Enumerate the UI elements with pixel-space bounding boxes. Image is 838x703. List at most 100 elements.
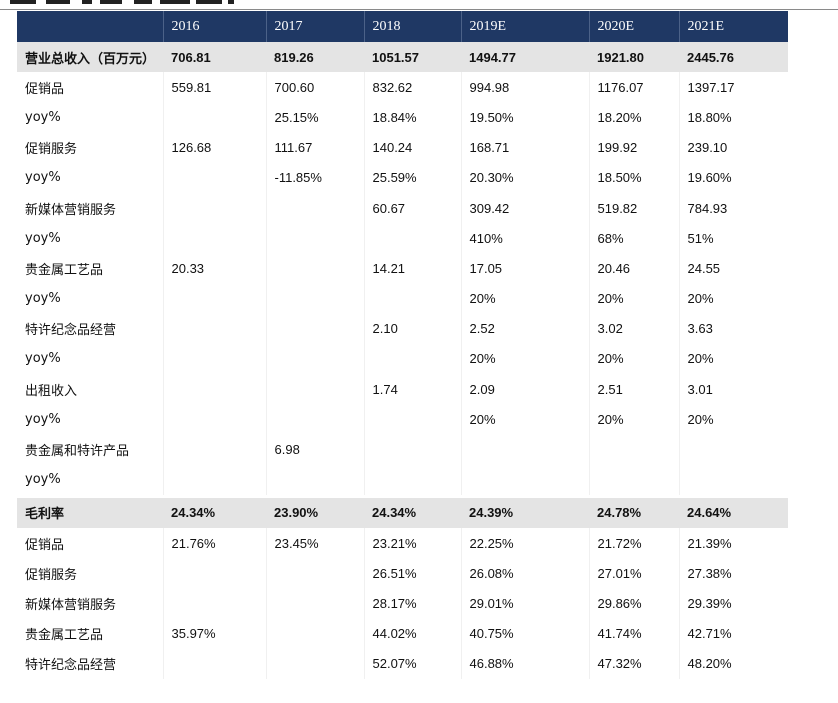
value-cell: 1494.77 bbox=[461, 42, 589, 73]
value-cell: 25.15% bbox=[265, 102, 364, 133]
row-label: 促销品 bbox=[25, 81, 65, 97]
top-caption-fragment bbox=[0, 0, 838, 10]
row-label: 促销品 bbox=[25, 537, 65, 553]
row-label: yoy% bbox=[25, 230, 61, 246]
table-row: yoy% -11.85% 25.59% 20.30% 18.50% 19.60% bbox=[17, 162, 788, 193]
value-cell bbox=[162, 648, 266, 679]
section-spacer bbox=[17, 494, 788, 498]
row-label: 新媒体营销服务 bbox=[25, 597, 117, 613]
value-cell: 48.20% bbox=[678, 648, 788, 679]
row-label: 贵金属和特许产品 bbox=[25, 444, 130, 460]
value-cell bbox=[265, 588, 364, 619]
header-label-cell bbox=[17, 11, 163, 42]
value-cell: 25.59% bbox=[363, 162, 461, 193]
value-cell: 819.26 bbox=[266, 42, 364, 73]
value-cell: 24.34% bbox=[364, 497, 461, 528]
row-label: yoy% bbox=[25, 109, 61, 125]
value-cell: 18.84% bbox=[363, 102, 461, 133]
value-cell: 3.02 bbox=[588, 313, 679, 344]
value-cell bbox=[265, 253, 364, 284]
table-row: 特许纪念品经营 2.10 2.52 3.02 3.63 bbox=[17, 313, 788, 344]
value-cell: 140.24 bbox=[363, 132, 461, 163]
value-cell bbox=[588, 434, 679, 465]
value-cell bbox=[162, 223, 266, 254]
table-header-row: 2016 2017 2018 2019E 2020E 2021E bbox=[17, 11, 788, 42]
value-cell: 20% bbox=[678, 343, 788, 375]
table-row: 出租收入 1.74 2.09 2.51 3.01 bbox=[17, 374, 788, 405]
table-row: 促销服务 26.51% 26.08% 27.01% 27.38% bbox=[17, 558, 788, 589]
year-header: 2019E bbox=[460, 11, 589, 42]
value-cell: 20% bbox=[588, 404, 679, 435]
row-label: 新媒体营销服务 bbox=[25, 202, 117, 218]
value-cell: 20% bbox=[588, 343, 679, 375]
value-cell: 6.98 bbox=[265, 434, 364, 465]
value-cell bbox=[265, 374, 364, 405]
value-cell bbox=[265, 283, 364, 314]
table-row: yoy% bbox=[17, 464, 788, 495]
value-cell: 46.88% bbox=[460, 648, 589, 679]
value-cell bbox=[678, 434, 788, 465]
value-cell bbox=[162, 464, 266, 495]
value-cell: 700.60 bbox=[265, 72, 364, 103]
value-cell: 20% bbox=[460, 404, 589, 435]
value-cell: 23.45% bbox=[265, 528, 364, 559]
table-row: 新媒体营销服务 28.17% 29.01% 29.86% 29.39% bbox=[17, 588, 788, 619]
value-cell: 41.74% bbox=[588, 618, 679, 649]
row-label: 促销服务 bbox=[25, 142, 78, 158]
value-cell: 21.72% bbox=[588, 528, 679, 559]
value-cell: 1397.17 bbox=[678, 72, 788, 103]
value-cell: 52.07% bbox=[363, 648, 461, 679]
value-cell: 21.76% bbox=[162, 528, 266, 559]
row-label: yoy% bbox=[25, 411, 61, 427]
row-label: 营业总收入（百万元） bbox=[17, 42, 163, 73]
value-cell: 21.39% bbox=[678, 528, 788, 559]
value-cell: 1.74 bbox=[363, 374, 461, 405]
value-cell bbox=[162, 404, 266, 435]
value-cell: 18.80% bbox=[678, 102, 788, 133]
value-cell: 14.21 bbox=[363, 253, 461, 284]
value-cell: 44.02% bbox=[363, 618, 461, 649]
table-row: 特许纪念品经营 52.07% 46.88% 47.32% 48.20% bbox=[17, 648, 788, 679]
year-header: 2021E bbox=[678, 11, 788, 42]
value-cell: 309.42 bbox=[460, 192, 589, 224]
table-row: 促销服务 126.68 111.67 140.24 168.71 199.92 239.10 bbox=[17, 132, 788, 163]
table-row: 新媒体营销服务 60.67 309.42 519.82 784.93 bbox=[17, 192, 788, 224]
value-cell: 26.08% bbox=[460, 558, 589, 589]
financial-forecast-table: 2016 2017 2018 2019E 2020E 2021E 营业总收入（百… bbox=[17, 11, 788, 679]
value-cell: 29.01% bbox=[460, 588, 589, 619]
value-cell: 168.71 bbox=[460, 132, 589, 163]
value-cell bbox=[265, 648, 364, 679]
value-cell: 2.09 bbox=[460, 374, 589, 405]
value-cell: -11.85% bbox=[265, 162, 364, 193]
table-row: 毛利率 24.34% 23.90% 24.34% 24.39% 24.78% 24.64% bbox=[17, 497, 788, 528]
value-cell: 2.10 bbox=[363, 313, 461, 344]
value-cell bbox=[363, 223, 461, 254]
value-cell bbox=[363, 283, 461, 314]
value-cell: 68% bbox=[588, 223, 679, 254]
value-cell: 24.55 bbox=[678, 253, 788, 284]
value-cell bbox=[265, 313, 364, 344]
value-cell: 19.50% bbox=[460, 102, 589, 133]
row-label: yoy% bbox=[25, 170, 61, 186]
year-header: 2017 bbox=[265, 11, 364, 42]
value-cell: 519.82 bbox=[588, 192, 679, 224]
value-cell: 3.01 bbox=[678, 374, 788, 405]
value-cell: 24.64% bbox=[679, 497, 788, 528]
value-cell: 27.01% bbox=[588, 558, 679, 589]
value-cell: 24.39% bbox=[461, 497, 589, 528]
value-cell: 60.67 bbox=[363, 192, 461, 224]
value-cell: 2.52 bbox=[460, 313, 589, 344]
table-row: yoy% 20% 20% 20% bbox=[17, 283, 788, 314]
value-cell bbox=[363, 464, 461, 495]
row-label: 贵金属工艺品 bbox=[25, 628, 104, 644]
value-cell: 111.67 bbox=[265, 132, 364, 163]
row-label: yoy% bbox=[25, 351, 61, 367]
value-cell: 410% bbox=[460, 223, 589, 254]
row-label: 毛利率 bbox=[17, 497, 163, 528]
table-row: 贵金属工艺品 35.97% 44.02% 40.75% 41.74% 42.71% bbox=[17, 618, 788, 649]
value-cell: 51% bbox=[678, 223, 788, 254]
value-cell: 24.78% bbox=[589, 497, 679, 528]
row-label: yoy% bbox=[25, 472, 61, 488]
value-cell: 2.51 bbox=[588, 374, 679, 405]
row-label: 特许纪念品经营 bbox=[25, 658, 117, 674]
